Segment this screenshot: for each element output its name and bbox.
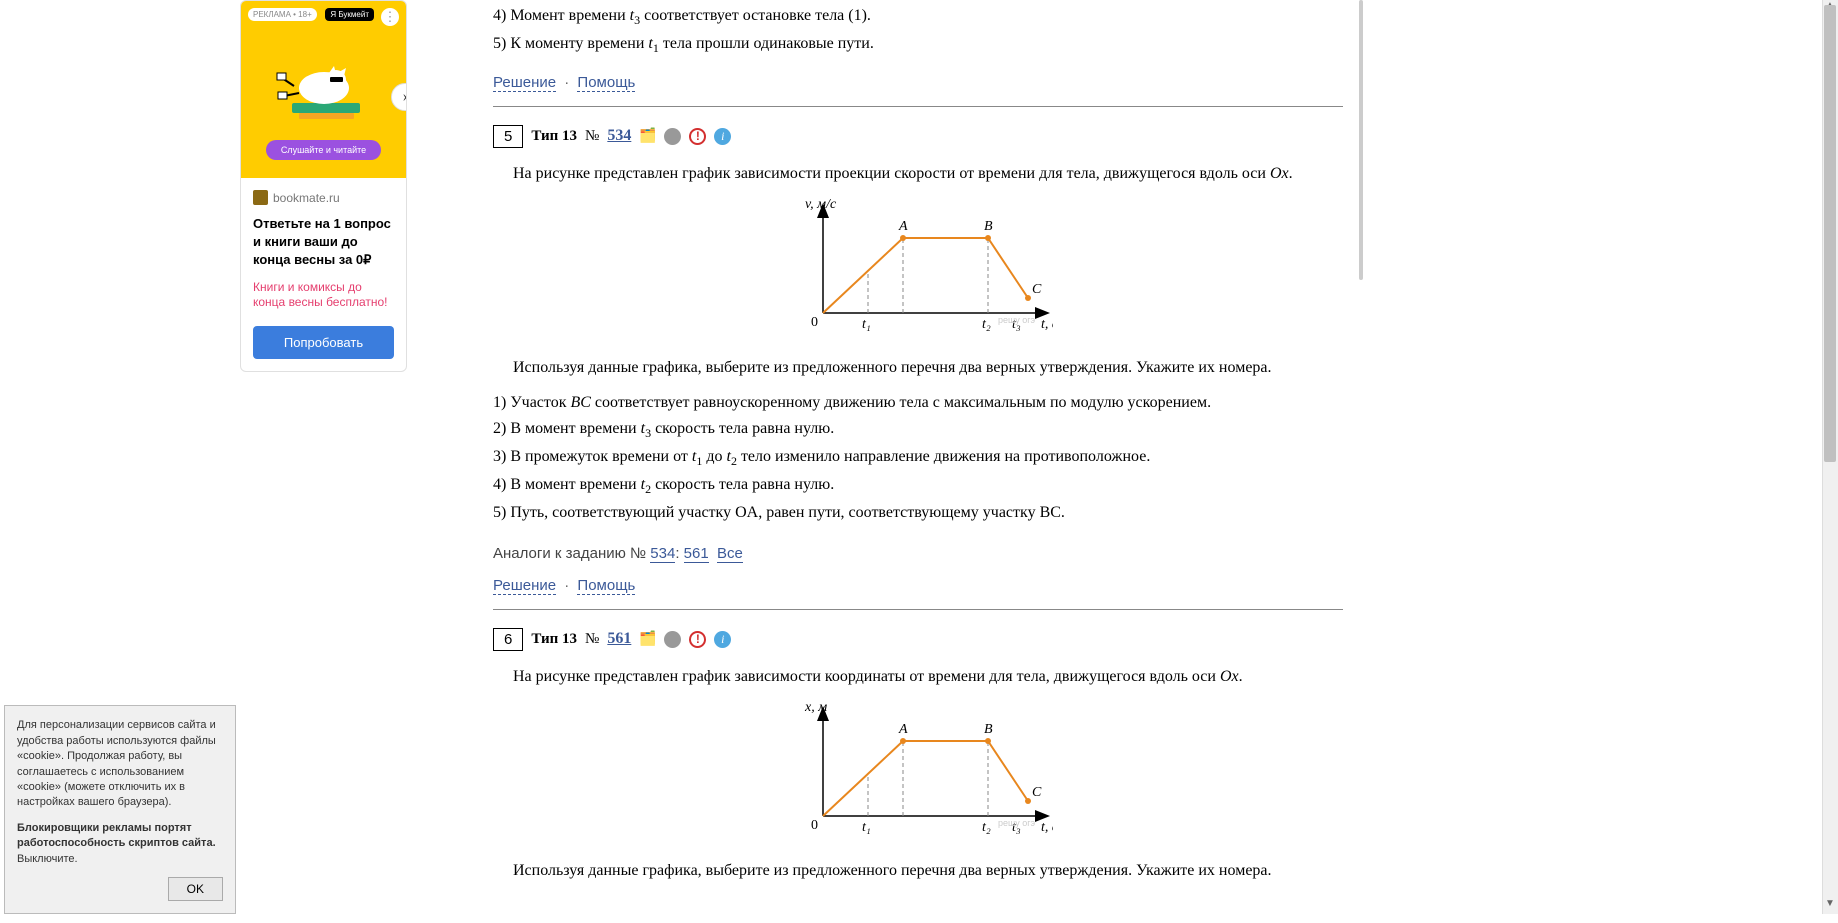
svg-text:C: C	[1032, 282, 1042, 297]
svg-text:B: B	[984, 219, 993, 234]
svg-text:0: 0	[811, 315, 818, 330]
task-6-chart: x, м t, с 0 A B C t₁ t₂ t₃ решу огэ	[803, 701, 1053, 841]
ad-illustration	[274, 48, 374, 128]
svg-text:решу огэ: решу огэ	[998, 315, 1036, 325]
ad-headline: Ответьте на 1 вопрос и книги ваши до кон…	[253, 215, 394, 270]
prev-statement-5: 5) К моменту времени t1 тела прошли один…	[493, 31, 1343, 59]
task-5-stmt-4: 4) В момент времени t2 скорость тела рав…	[493, 472, 1343, 500]
ad-bookmate-pill: Я Букмейт	[325, 8, 374, 21]
divider	[493, 609, 1343, 610]
divider	[493, 106, 1343, 107]
task-5-text: На рисунке представлен график зависимост…	[513, 162, 1343, 186]
ad-menu-icon[interactable]: ⋮	[381, 8, 399, 26]
svg-text:t₂: t₂	[982, 820, 991, 835]
sidebar-ad: РЕКЛАМА • 18+ Я Букмейт ⋮	[240, 0, 483, 923]
task-6-number: 6	[493, 628, 523, 651]
task-5-instruction: Используя данные графика, выберите из пр…	[513, 356, 1343, 380]
page-scrollbar[interactable]: ▲ ▼	[1822, 0, 1838, 914]
svg-text:t₂: t₂	[982, 317, 991, 332]
task-5-stmt-1: 1) Участок BC соответствует равноускорен…	[493, 390, 1343, 416]
task-5-stmt-3: 3) В промежуток времени от t1 до t2 тело…	[493, 444, 1343, 472]
analog-link-561[interactable]: 561	[684, 545, 709, 563]
prev-links-row: Решение · Помощь	[493, 74, 1343, 91]
gray-circle-icon[interactable]	[664, 631, 681, 648]
task-5-header: 5 Тип 13 № 534 🗂️ ! i	[493, 125, 1343, 148]
ad-brand: bookmate.ru	[253, 190, 394, 205]
task-no-symbol: №	[585, 128, 599, 145]
task-6-header: 6 Тип 13 № 561 🗂️ ! i	[493, 628, 1343, 651]
task-5-links-row: Решение · Помощь	[493, 577, 1343, 594]
task-5-number: 5	[493, 125, 523, 148]
svg-text:A: A	[898, 219, 908, 234]
task-6-text: На рисунке представлен график зависимост…	[513, 665, 1343, 689]
scroll-down-arrow-icon[interactable]: ▼	[1822, 898, 1838, 914]
alert-icon[interactable]: !	[689, 631, 706, 648]
task-6-instruction: Используя данные графика, выберите из пр…	[513, 859, 1343, 883]
ad-next-arrow-icon[interactable]: ›	[391, 83, 407, 111]
ad-listen-button[interactable]: Слушайте и читайте	[266, 140, 381, 160]
cookie-text-1: Для персонализации сервисов сайта и удоб…	[17, 718, 223, 810]
svg-text:C: C	[1032, 785, 1042, 800]
ad-subtext: Книги и комиксы до конца весны бесплатно…	[253, 280, 394, 311]
solution-link[interactable]: Решение	[493, 74, 556, 92]
ad-banner[interactable]: РЕКЛАМА • 18+ Я Букмейт ⋮	[241, 1, 406, 178]
sidebar-scroll-indicator	[1359, 0, 1363, 280]
scroll-thumb[interactable]	[1824, 5, 1836, 462]
svg-text:B: B	[984, 722, 993, 737]
cookie-text-2: Блокировщики рекламы портят работоспособ…	[17, 821, 223, 867]
svg-text:0: 0	[811, 818, 818, 833]
task-5-chart: v, м/с t, с 0 A B C t₁ t₂ t₃ решу огэ	[803, 198, 1053, 338]
analog-link-534[interactable]: 534	[650, 545, 675, 563]
prev-statement-4: 4) Момент времени t3 соответствует остан…	[493, 3, 1343, 31]
ad-brand-icon	[253, 190, 268, 205]
folder-icon[interactable]: 🗂️	[639, 128, 656, 145]
task-no-symbol: №	[585, 631, 599, 648]
folder-icon[interactable]: 🗂️	[639, 631, 656, 648]
task-5-stmt-2: 2) В момент времени t3 скорость тела рав…	[493, 416, 1343, 444]
svg-text:t, с: t, с	[1041, 317, 1053, 332]
svg-text:t₁: t₁	[862, 820, 871, 835]
cookie-ok-button[interactable]: OK	[168, 877, 223, 901]
svg-text:t, с: t, с	[1041, 820, 1053, 835]
task-5-type: Тип 13	[531, 128, 577, 145]
task-5-id-link[interactable]: 534	[607, 127, 631, 145]
ad-tag: РЕКЛАМА • 18+	[248, 8, 317, 21]
svg-text:t₁: t₁	[862, 317, 871, 332]
cookie-notice: Для персонализации сервисов сайта и удоб…	[4, 705, 236, 914]
main-content: 4) Момент времени t3 соответствует остан…	[483, 0, 1353, 923]
svg-text:A: A	[898, 722, 908, 737]
task-5-stmt-5: 5) Путь, соответствующий участку OA, рав…	[493, 500, 1343, 526]
ad-brand-text: bookmate.ru	[273, 191, 340, 205]
ad-cta-button[interactable]: Попробовать	[253, 326, 394, 359]
gray-circle-icon[interactable]	[664, 128, 681, 145]
help-link[interactable]: Помощь	[577, 74, 635, 92]
svg-text:решу огэ: решу огэ	[998, 818, 1036, 828]
help-link[interactable]: Помощь	[577, 577, 635, 595]
task-5-analogs: Аналоги к заданию № 534: 561 Все	[493, 545, 1343, 562]
ad-container: РЕКЛАМА • 18+ Я Букмейт ⋮	[240, 0, 407, 372]
info-icon[interactable]: i	[714, 128, 731, 145]
task-6-id-link[interactable]: 561	[607, 630, 631, 648]
task-6-type: Тип 13	[531, 631, 577, 648]
analog-link-all[interactable]: Все	[717, 545, 743, 563]
info-icon[interactable]: i	[714, 631, 731, 648]
solution-link[interactable]: Решение	[493, 577, 556, 595]
svg-text:x, м: x, м	[804, 701, 827, 715]
svg-text:v, м/с: v, м/с	[805, 198, 837, 212]
alert-icon[interactable]: !	[689, 128, 706, 145]
